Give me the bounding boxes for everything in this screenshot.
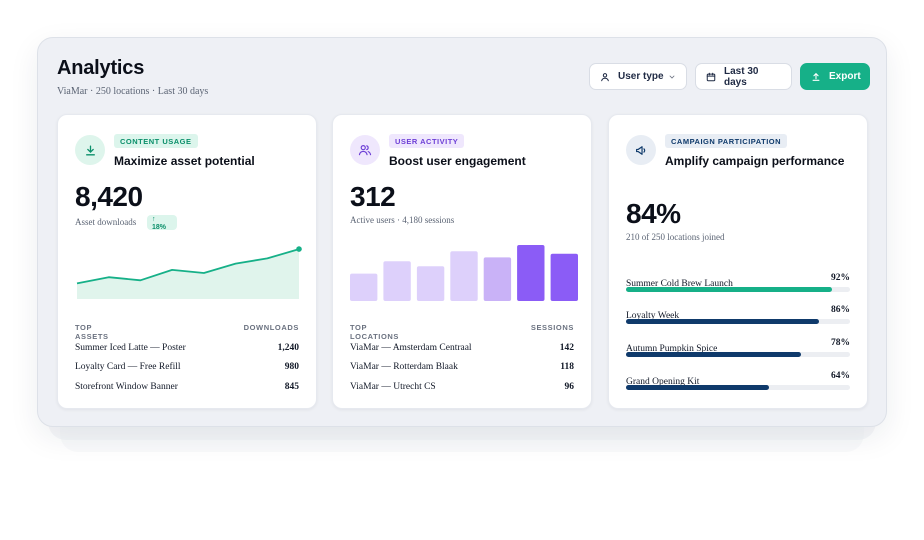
progress-fill: [626, 319, 819, 324]
card-title: Amplify campaign performance: [665, 154, 845, 168]
content-usage-tag: CONTENT USAGE: [114, 134, 198, 148]
delta-value: 18%: [152, 224, 167, 231]
user-icon: [601, 72, 609, 81]
progress-fill: [626, 385, 770, 390]
trend-point: [296, 246, 302, 252]
delta-badge: ↑ 18%: [147, 215, 177, 231]
table-header-sessions: SESSIONS: [530, 323, 574, 332]
trend-line: [76, 248, 300, 285]
location-sessions: 118: [560, 362, 574, 372]
arrow-up-icon: ↑: [152, 216, 156, 223]
table-row[interactable]: Loyalty Card — Free Refill 980: [75, 362, 299, 372]
progress-fill: [626, 352, 801, 357]
export-label: Export: [829, 71, 861, 82]
asset-downloads-caption: Asset downloads: [75, 217, 137, 227]
table-header: TOP LOCATIONS SESSIONS: [350, 323, 574, 341]
export-button[interactable]: Export: [800, 63, 870, 90]
session-bar: [483, 257, 512, 301]
user-type-filter[interactable]: User type: [589, 63, 687, 90]
page-subtitle: ViaMar · 250 locations · Last 30 days: [57, 86, 209, 97]
progress-track: [626, 287, 850, 292]
location-name: ViaMar — Utrecht CS: [350, 382, 436, 392]
asset-name: Storefront Window Banner: [75, 382, 178, 392]
chevron-down-icon: [669, 75, 675, 79]
table-row[interactable]: Storefront Window Banner 845: [75, 382, 299, 392]
calendar-icon: [706, 72, 716, 81]
progress-track: [626, 352, 850, 357]
table-row[interactable]: Summer Iced Latte — Poster 1,240: [75, 343, 299, 353]
campaign-progress-row[interactable]: Summer Cold Brew Launch 92%: [626, 273, 850, 292]
asset-name: Loyalty Card — Free Refill: [75, 362, 181, 372]
upload-icon: [812, 72, 820, 81]
campaign-name: Autumn Pumpkin Spice: [626, 344, 718, 354]
campaign-participation-card: CAMPAIGN PARTICIPATION Amplify campaign …: [608, 114, 868, 409]
campaign-participation-tag: CAMPAIGN PARTICIPATION: [665, 134, 788, 148]
campaign-percent: 78%: [831, 338, 850, 348]
location-name: ViaMar — Amsterdam Centraal: [350, 343, 472, 353]
content-usage-card: CONTENT USAGE Maximize asset potential 8…: [57, 114, 317, 409]
table-header: TOP ASSETS DOWNLOADS: [75, 323, 299, 341]
campaign-percent: 92%: [831, 273, 850, 283]
participation-metric: 84%: [626, 198, 681, 229]
session-bar: [350, 273, 378, 301]
page-title: Analytics: [57, 57, 145, 79]
campaign-percent: 86%: [831, 305, 850, 315]
megaphone-icon: [626, 135, 656, 165]
session-bar: [517, 245, 545, 301]
participation-caption: 210 of 250 locations joined: [626, 232, 725, 242]
asset-downloads: 845: [284, 382, 299, 392]
date-range-filter[interactable]: Last 30 days: [695, 63, 792, 90]
asset-downloads: 1,240: [277, 343, 299, 353]
user-activity-card: USER ACTIVITY Boost user engagement 312 …: [332, 114, 592, 409]
analytics-panel: Analytics ViaMar · 250 locations · Last …: [37, 37, 887, 427]
active-users-metric: 312: [350, 181, 396, 212]
location-sessions: 96: [564, 382, 575, 392]
sessions-bar-chart: [350, 245, 578, 301]
card-title: Maximize asset potential: [114, 154, 255, 168]
progress-fill: [626, 287, 833, 292]
session-bar: [416, 266, 445, 301]
date-range-label: Last 30 days: [724, 65, 759, 88]
campaign-percent: 64%: [831, 371, 850, 381]
asset-name: Summer Iced Latte — Poster: [75, 343, 186, 353]
card-title: Boost user engagement: [389, 154, 526, 168]
session-bar: [450, 251, 478, 301]
campaign-name: Loyalty Week: [626, 311, 680, 321]
asset-downloads: 980: [284, 362, 299, 372]
table-row[interactable]: ViaMar — Amsterdam Centraal 142: [350, 343, 574, 353]
campaign-progress-row[interactable]: Grand Opening Kit 64%: [626, 371, 850, 390]
table-header-assets: TOP ASSETS: [75, 323, 109, 341]
trend-area-fill: [77, 249, 299, 299]
downloads-trend-chart: [76, 246, 302, 299]
user-type-label: User type: [618, 71, 664, 82]
campaign-name: Grand Opening Kit: [626, 377, 700, 387]
users-icon: [350, 135, 380, 165]
session-bar: [550, 253, 578, 301]
progress-track: [626, 319, 850, 324]
location-name: ViaMar — Rotterdam Blaak: [350, 362, 458, 372]
location-sessions: 142: [559, 343, 574, 353]
session-bar: [383, 261, 411, 301]
active-users-caption: Active users · 4,180 sessions: [350, 215, 455, 225]
table-row[interactable]: ViaMar — Utrecht CS 96: [350, 382, 574, 392]
asset-downloads-metric: 8,420: [75, 181, 143, 212]
user-activity-tag: USER ACTIVITY: [389, 134, 465, 148]
table-row[interactable]: ViaMar — Rotterdam Blaak 118: [350, 362, 574, 372]
table-header-downloads: DOWNLOADS: [243, 323, 299, 332]
campaign-name: Summer Cold Brew Launch: [626, 279, 733, 289]
campaign-progress-row[interactable]: Loyalty Week 86%: [626, 305, 850, 324]
download-icon: [75, 135, 105, 165]
campaign-progress-row[interactable]: Autumn Pumpkin Spice 78%: [626, 338, 850, 357]
progress-track: [626, 385, 850, 390]
table-header-locations: TOP LOCATIONS: [350, 323, 400, 341]
